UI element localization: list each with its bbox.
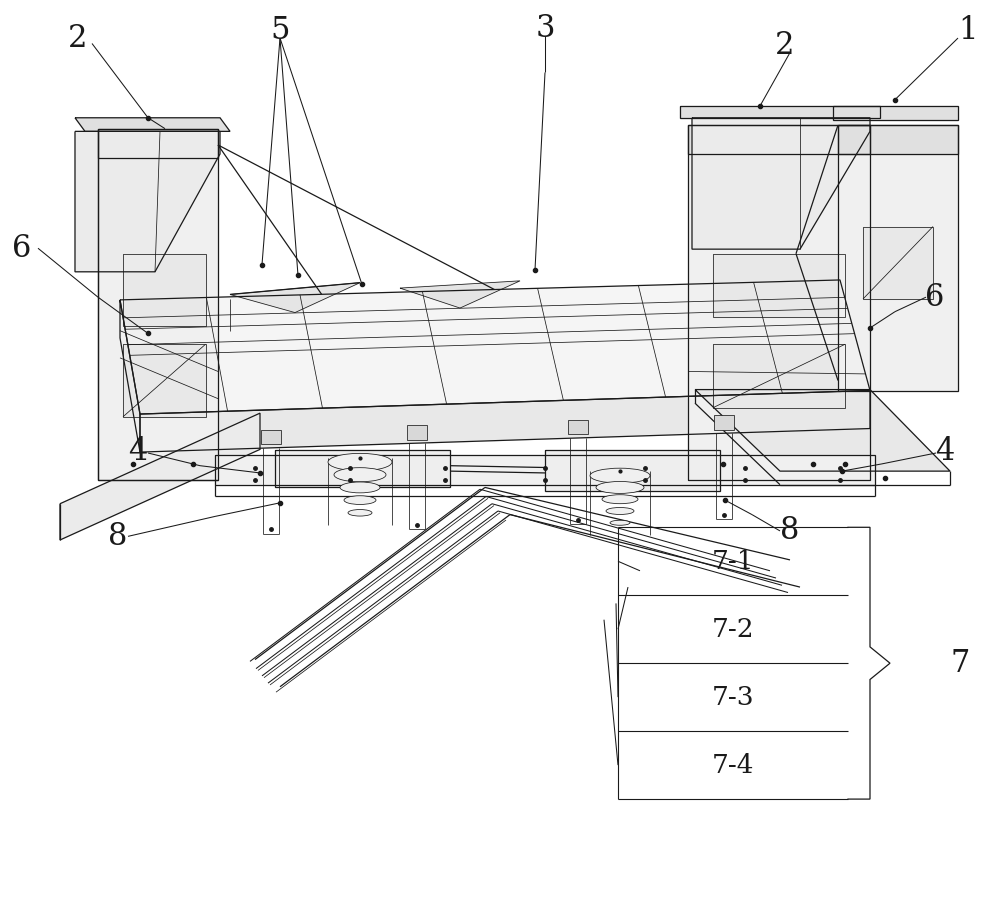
- Polygon shape: [688, 125, 870, 480]
- Ellipse shape: [344, 496, 376, 505]
- Polygon shape: [75, 118, 230, 131]
- Text: 7-3: 7-3: [712, 685, 754, 709]
- Text: 2: 2: [775, 30, 795, 61]
- FancyBboxPatch shape: [407, 425, 427, 439]
- Text: 8: 8: [108, 521, 128, 552]
- Polygon shape: [838, 125, 958, 154]
- Polygon shape: [833, 106, 958, 120]
- Polygon shape: [400, 281, 520, 308]
- Ellipse shape: [590, 468, 650, 483]
- Polygon shape: [75, 131, 220, 272]
- Polygon shape: [688, 125, 870, 154]
- Polygon shape: [230, 283, 360, 313]
- Ellipse shape: [348, 509, 372, 516]
- Polygon shape: [545, 450, 720, 491]
- Text: 8: 8: [780, 516, 800, 546]
- Text: 3: 3: [535, 14, 555, 44]
- Ellipse shape: [602, 495, 638, 504]
- Text: 2: 2: [68, 23, 88, 53]
- Polygon shape: [695, 390, 950, 471]
- FancyBboxPatch shape: [568, 419, 588, 434]
- Polygon shape: [123, 254, 206, 326]
- Polygon shape: [120, 300, 140, 452]
- Polygon shape: [123, 344, 206, 417]
- Text: 7-2: 7-2: [712, 617, 754, 641]
- FancyBboxPatch shape: [261, 429, 281, 444]
- Polygon shape: [692, 118, 870, 249]
- Polygon shape: [275, 450, 450, 487]
- Ellipse shape: [610, 520, 630, 525]
- Polygon shape: [863, 226, 933, 299]
- Polygon shape: [713, 344, 845, 408]
- Ellipse shape: [340, 482, 380, 493]
- Polygon shape: [98, 129, 218, 158]
- FancyBboxPatch shape: [714, 415, 734, 429]
- Text: 7-1: 7-1: [712, 549, 754, 573]
- Text: 4: 4: [128, 436, 148, 467]
- Ellipse shape: [328, 453, 392, 471]
- Polygon shape: [60, 413, 260, 540]
- Text: 6: 6: [925, 282, 945, 313]
- Ellipse shape: [334, 467, 386, 482]
- Polygon shape: [215, 455, 875, 485]
- Polygon shape: [120, 280, 870, 414]
- Text: 6: 6: [12, 233, 32, 264]
- Polygon shape: [713, 254, 845, 317]
- Polygon shape: [680, 106, 880, 118]
- Polygon shape: [98, 129, 218, 480]
- Ellipse shape: [596, 481, 644, 494]
- Polygon shape: [838, 125, 958, 391]
- Text: 1: 1: [958, 15, 978, 46]
- Text: 7: 7: [950, 648, 970, 679]
- Text: 7-4: 7-4: [712, 753, 754, 777]
- Text: 5: 5: [270, 15, 290, 46]
- Text: 4: 4: [935, 436, 955, 467]
- Ellipse shape: [606, 507, 634, 515]
- Polygon shape: [140, 390, 870, 452]
